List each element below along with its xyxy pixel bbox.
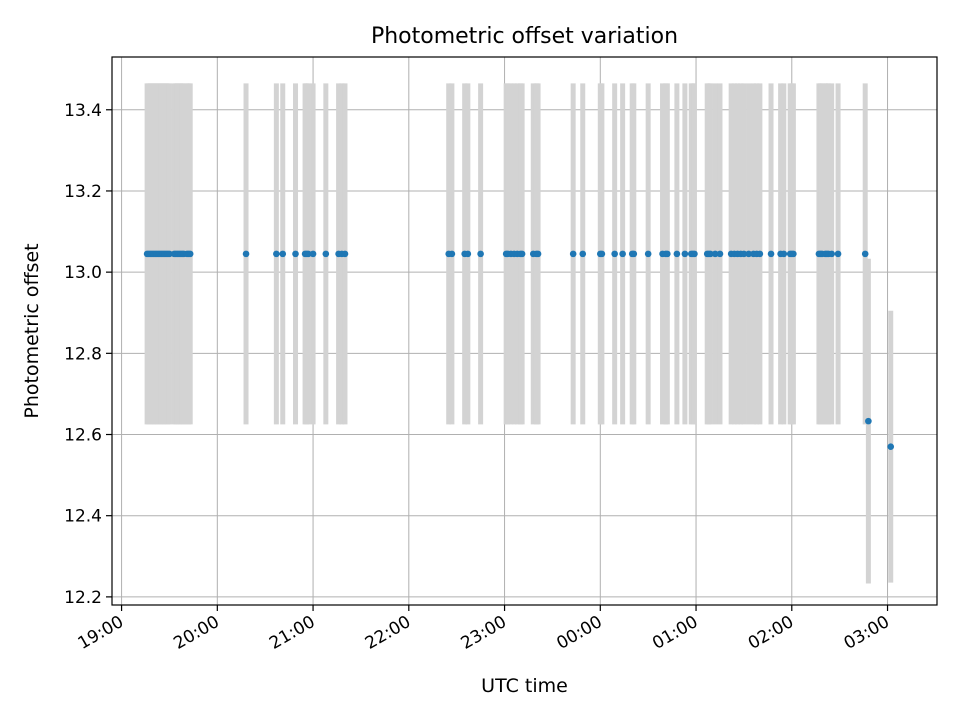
data-point — [828, 250, 835, 258]
data-point — [630, 250, 638, 258]
y-tick-label: 13.4 — [64, 101, 102, 121]
data-point — [166, 250, 173, 258]
data-point — [644, 250, 652, 258]
data-point — [341, 250, 349, 258]
data-point — [579, 250, 587, 258]
data-point — [834, 250, 842, 258]
x-axis-label: UTC time — [481, 675, 568, 697]
data-point — [273, 250, 280, 258]
data-point — [518, 250, 526, 258]
data-point — [790, 250, 797, 258]
data-point — [186, 250, 194, 258]
data-point — [309, 250, 317, 258]
data-point — [711, 250, 719, 258]
data-point — [448, 250, 456, 258]
data-point — [464, 250, 472, 258]
data-point — [534, 250, 542, 258]
data-point — [598, 250, 606, 258]
y-axis-label: Photometric offset — [21, 243, 43, 418]
data-point — [279, 250, 287, 258]
data-point — [716, 250, 724, 258]
data-point — [569, 250, 577, 258]
data-point — [611, 250, 618, 258]
data-point — [740, 250, 748, 258]
data-point — [664, 250, 671, 258]
data-point — [292, 250, 299, 258]
data-point — [745, 250, 753, 258]
data-point — [673, 250, 681, 258]
y-tick-label: 12.4 — [64, 507, 102, 527]
data-point — [861, 250, 869, 258]
data-point — [477, 250, 484, 258]
data-points — [143, 250, 895, 450]
data-point — [691, 250, 698, 258]
data-point — [619, 250, 626, 258]
y-tick-label: 13.2 — [64, 182, 102, 202]
y-tick-label: 12.6 — [64, 426, 102, 446]
y-tick-label: 12.8 — [64, 344, 102, 364]
chart-title: Photometric offset variation — [371, 24, 678, 49]
data-point — [304, 250, 312, 258]
data-point — [767, 250, 775, 258]
y-tick-label: 13.0 — [64, 263, 102, 283]
data-point — [780, 250, 788, 258]
data-point — [887, 443, 895, 450]
plot-frame — [111, 56, 938, 606]
data-point — [681, 250, 689, 258]
data-point — [322, 250, 330, 258]
data-point — [865, 417, 872, 425]
data-point — [707, 250, 714, 258]
y-tick-label: 12.2 — [64, 588, 102, 608]
data-point — [756, 250, 764, 258]
data-point — [242, 250, 250, 258]
